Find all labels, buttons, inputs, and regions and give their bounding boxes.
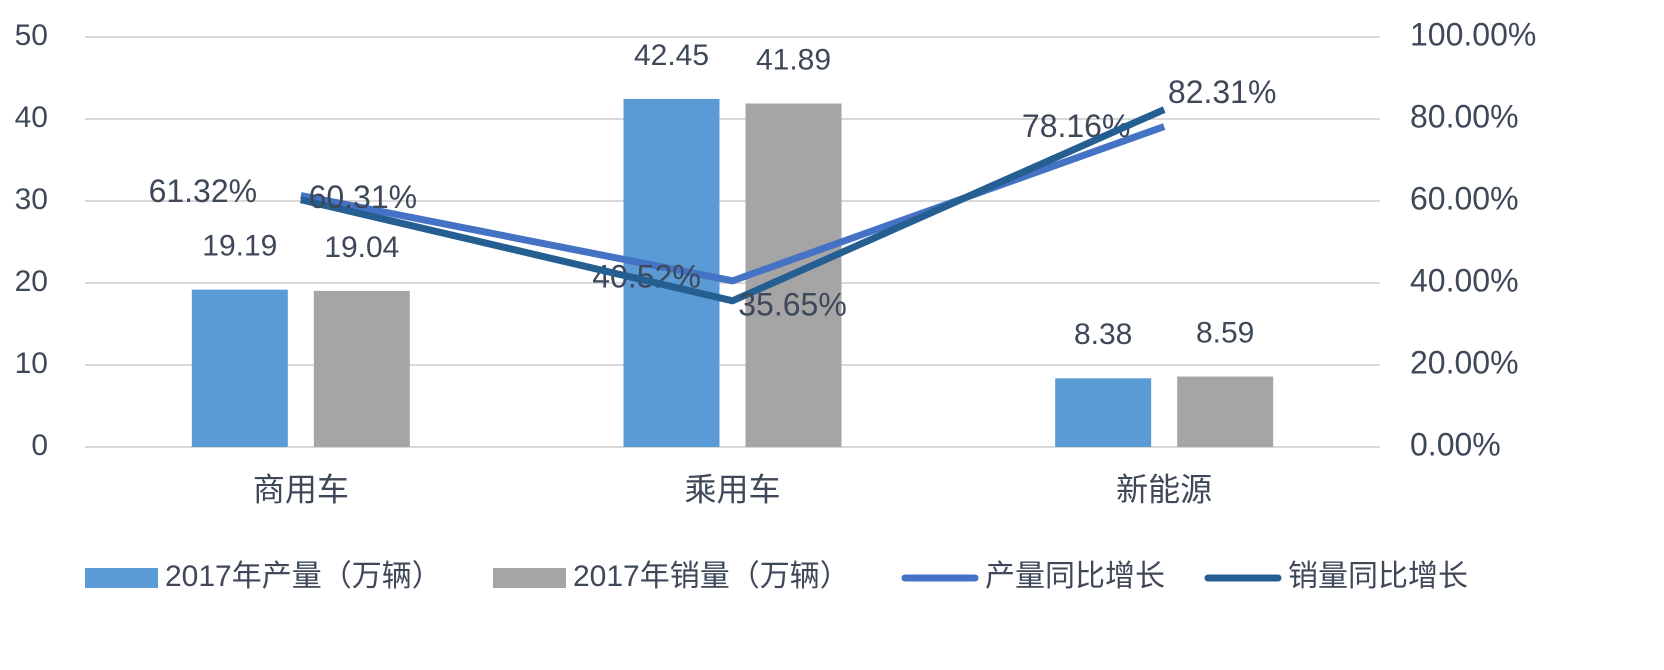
legend-label: 销量同比增长 bbox=[1288, 560, 1468, 593]
legend-label: 2017年产量（万辆） bbox=[165, 560, 442, 593]
bar-value-label: 8.59 bbox=[1196, 316, 1254, 349]
line-series bbox=[300, 106, 1166, 305]
line-value-label: 35.65% bbox=[738, 286, 847, 322]
y-tick-label: 30 bbox=[15, 183, 48, 216]
line-value-label: 61.32% bbox=[149, 173, 258, 209]
x-tick-label: 商用车 bbox=[253, 471, 349, 507]
x-tick-label: 乘用车 bbox=[684, 471, 780, 507]
y2-tick-label: 80.00% bbox=[1410, 98, 1519, 134]
x-tick-label: 新能源 bbox=[1116, 471, 1212, 507]
line-value-label: 60.31% bbox=[309, 179, 418, 215]
bar bbox=[191, 289, 288, 447]
bar bbox=[1055, 378, 1152, 447]
y-tick-label: 40 bbox=[15, 101, 48, 134]
line-series bbox=[300, 123, 1166, 285]
y2-tick-label: 0.00% bbox=[1410, 426, 1501, 462]
legend-label: 产量同比增长 bbox=[985, 560, 1165, 593]
legend-label: 2017年销量（万辆） bbox=[573, 560, 850, 593]
bar-value-label: 42.45 bbox=[634, 39, 709, 72]
y-tick-label: 20 bbox=[15, 265, 48, 298]
legend-swatch bbox=[493, 568, 566, 588]
y2-tick-label: 60.00% bbox=[1410, 180, 1519, 216]
y-tick-label: 0 bbox=[31, 429, 48, 462]
y-tick-label: 10 bbox=[15, 347, 48, 380]
bar-value-label: 19.19 bbox=[202, 230, 277, 263]
bar-value-label: 8.38 bbox=[1074, 318, 1132, 351]
bar bbox=[313, 290, 410, 447]
y2-tick-label: 40.00% bbox=[1410, 262, 1519, 298]
bar bbox=[1177, 376, 1274, 447]
y2-tick-label: 100.00% bbox=[1410, 16, 1536, 52]
legend-swatch bbox=[85, 568, 158, 588]
bar-value-label: 41.89 bbox=[756, 43, 831, 76]
line-value-label: 78.16% bbox=[1022, 108, 1131, 144]
bar-value-label: 19.04 bbox=[324, 231, 399, 264]
y-tick-label: 50 bbox=[15, 19, 48, 52]
line-value-label: 82.31% bbox=[1168, 74, 1277, 110]
y2-tick-label: 20.00% bbox=[1410, 344, 1519, 380]
